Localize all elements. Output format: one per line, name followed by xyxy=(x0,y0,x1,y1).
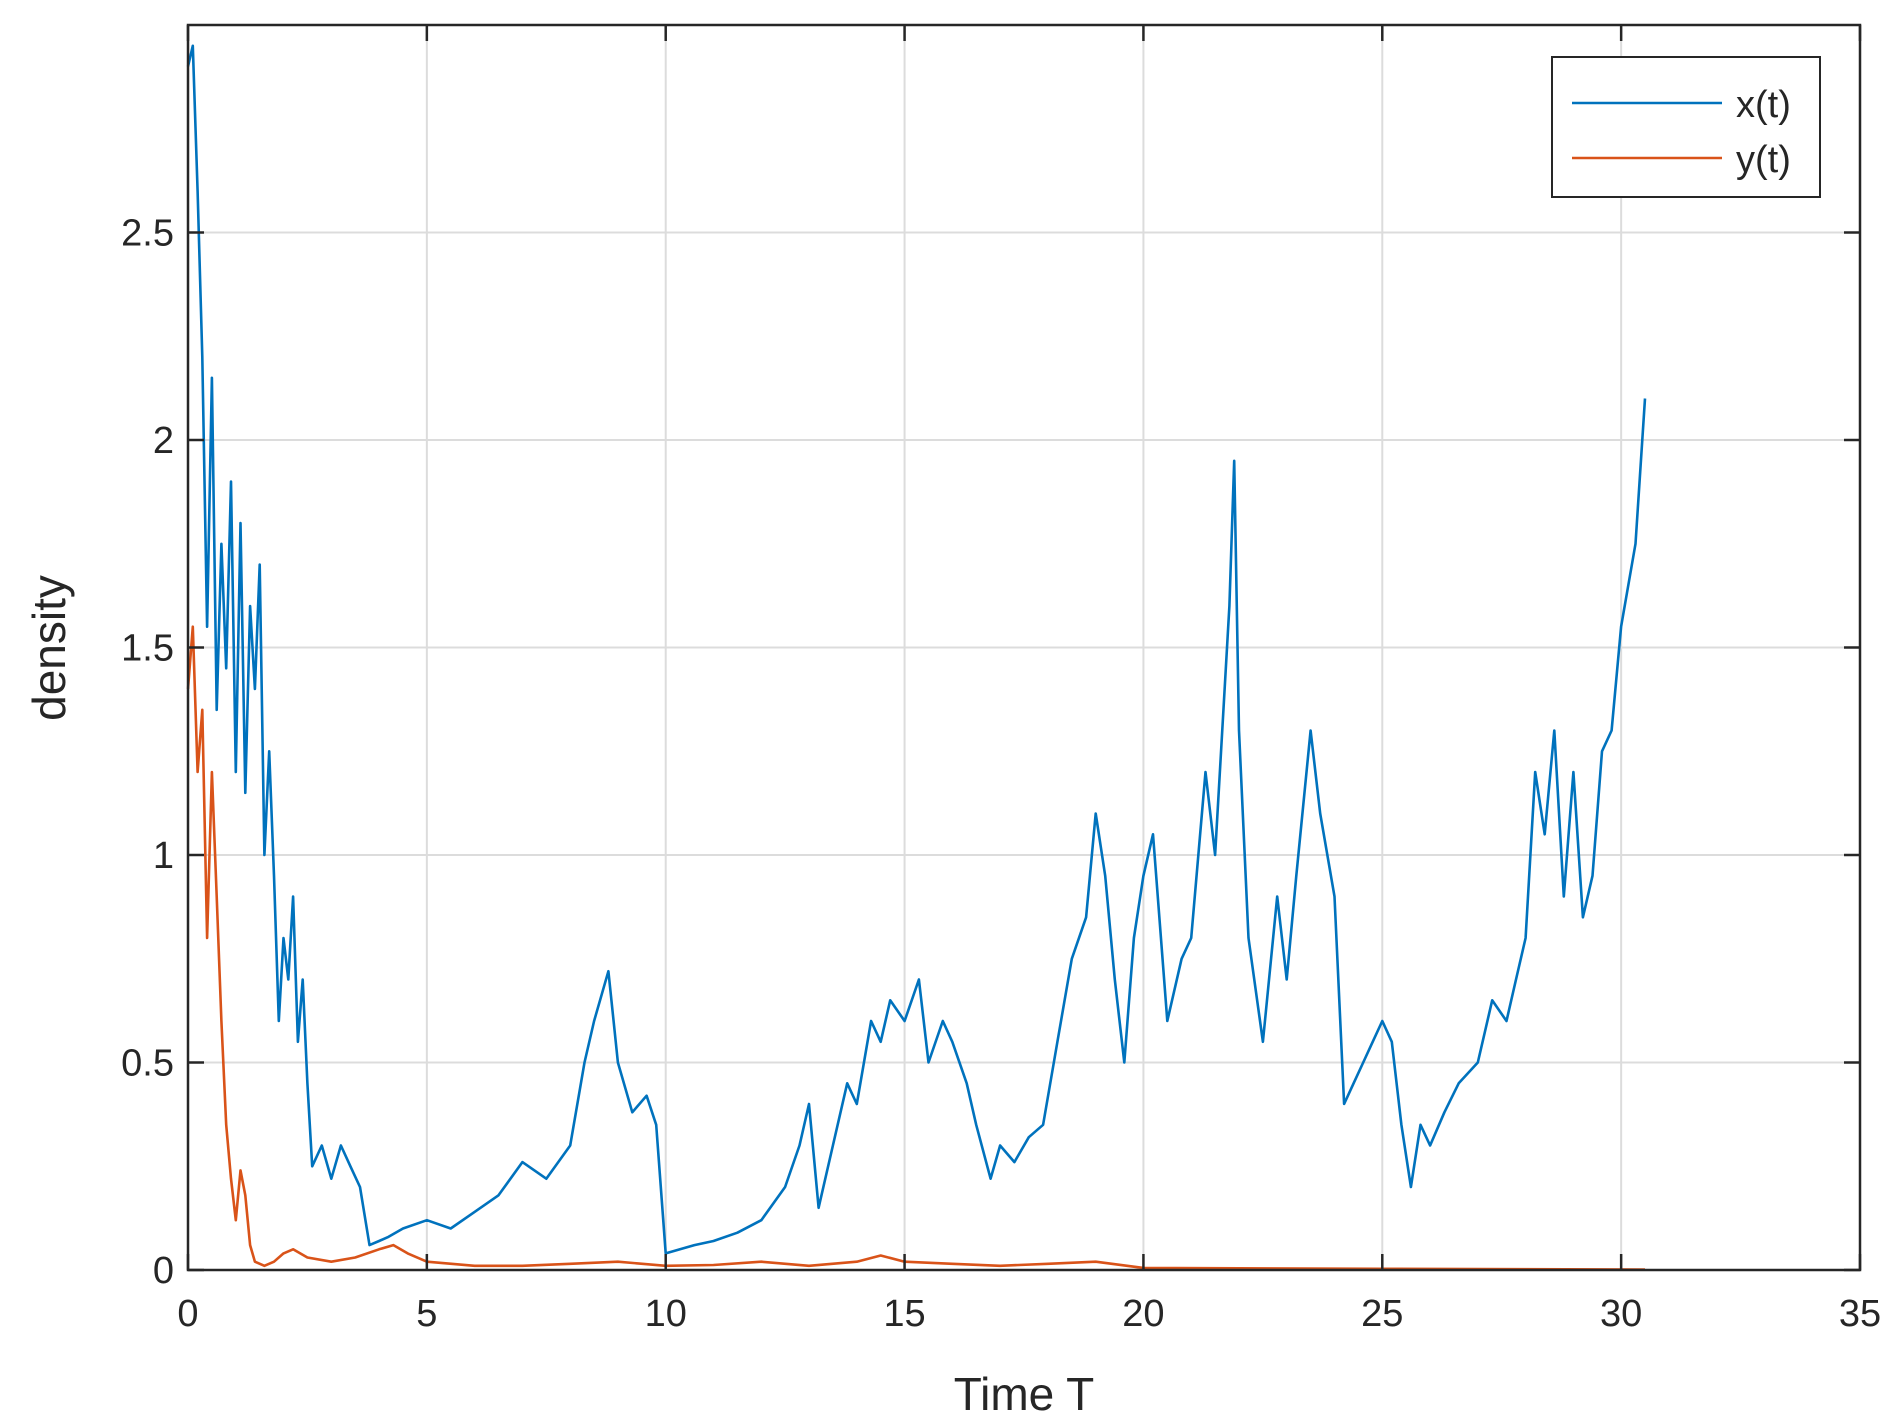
y-tick-label: 2 xyxy=(153,420,174,462)
series-line-x xyxy=(186,44,1647,1255)
y-tick-label: 0.5 xyxy=(121,1043,174,1085)
x-tick-label: 5 xyxy=(416,1293,437,1335)
x-tick-label: 30 xyxy=(1600,1293,1642,1335)
y-tick-label: 1 xyxy=(153,835,174,877)
legend: x(t) y(t) xyxy=(1551,56,1821,198)
tick-labels: 0 5 10 15 20 25 30 35 0 0.5 1 1.5 2 2.5 xyxy=(121,213,1881,1336)
x-axis-label: Time T xyxy=(954,1368,1095,1420)
axis-ticks xyxy=(186,25,1862,1272)
y-axis-label: density xyxy=(23,575,75,721)
y-gridlines xyxy=(188,231,1860,1064)
x-tick-label: 10 xyxy=(645,1293,687,1335)
y-tick-label: 2.5 xyxy=(121,213,174,255)
x-tick-label: 20 xyxy=(1122,1293,1164,1335)
series-line-y xyxy=(186,625,1646,1271)
x-tick-label: 15 xyxy=(883,1293,925,1335)
legend-box xyxy=(1551,56,1821,198)
y-tick-label: 1.5 xyxy=(121,628,174,670)
x-tick-label: 0 xyxy=(177,1293,198,1335)
legend-label-x: x(t) xyxy=(1736,84,1791,126)
x-tick-label: 35 xyxy=(1839,1293,1881,1335)
legend-label-y: y(t) xyxy=(1736,139,1791,181)
series-layer xyxy=(186,44,1647,1271)
y-tick-label: 0 xyxy=(153,1250,174,1292)
x-tick-label: 25 xyxy=(1361,1293,1403,1335)
